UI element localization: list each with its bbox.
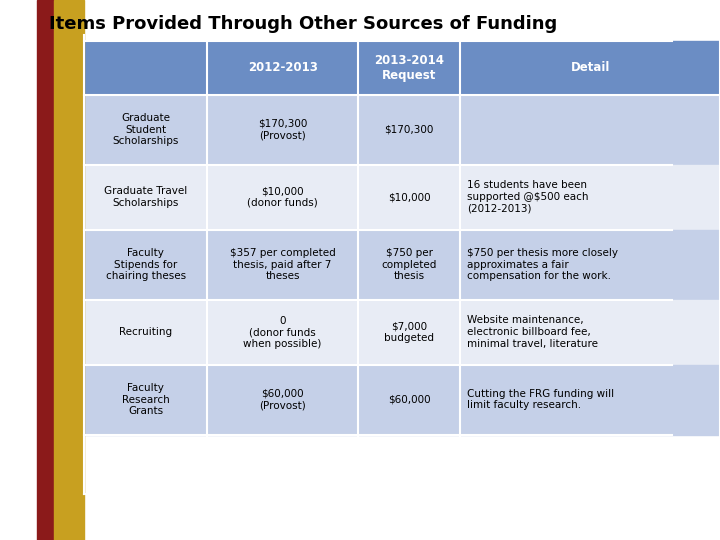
Bar <box>84 40 207 94</box>
Bar <box>460 364 720 435</box>
Text: $750 per thesis more closely
approximates a fair
compensation for the work.: $750 per thesis more closely approximate… <box>467 248 618 281</box>
Bar <box>207 300 358 365</box>
Bar <box>460 230 720 300</box>
Bar <box>358 230 460 300</box>
Bar <box>358 364 460 435</box>
Bar <box>460 165 720 230</box>
Text: $170,300: $170,300 <box>384 125 433 134</box>
Text: Detail: Detail <box>570 61 610 74</box>
Bar <box>358 40 460 94</box>
Bar <box>84 364 207 435</box>
Text: $750 per
completed
thesis: $750 per completed thesis <box>382 248 437 281</box>
Bar <box>84 300 207 365</box>
Text: Faculty
Research
Grants: Faculty Research Grants <box>122 383 170 416</box>
Bar <box>84 94 207 165</box>
Text: Faculty
Stipends for
chairing theses: Faculty Stipends for chairing theses <box>106 248 186 281</box>
Text: Website maintenance,
electronic billboard fee,
minimal travel, literature: Website maintenance, electronic billboar… <box>467 315 598 349</box>
Bar <box>358 94 460 165</box>
Bar <box>358 300 460 365</box>
Bar <box>460 300 720 365</box>
Text: 0
(donor funds
when possible): 0 (donor funds when possible) <box>243 315 322 349</box>
Text: Graduate
Student
Scholarships: Graduate Student Scholarships <box>112 113 179 146</box>
Bar <box>84 230 207 300</box>
Bar <box>207 230 358 300</box>
Bar <box>358 165 460 230</box>
Text: Cutting the FRG funding will
limit faculty research.: Cutting the FRG funding will limit facul… <box>467 389 614 410</box>
Text: $10,000
(donor funds): $10,000 (donor funds) <box>247 186 318 208</box>
Text: Items Provided Through Other Sources of Funding: Items Provided Through Other Sources of … <box>49 15 557 33</box>
Text: 16 students have been
supported @$500 each
(2012-2013): 16 students have been supported @$500 ea… <box>467 180 589 214</box>
Text: $60,000: $60,000 <box>387 395 431 404</box>
Text: $60,000
(Provost): $60,000 (Provost) <box>259 389 306 410</box>
Bar <box>37 0 53 540</box>
Bar <box>207 364 358 435</box>
Text: $170,300
(Provost): $170,300 (Provost) <box>258 119 307 140</box>
Bar <box>207 40 358 94</box>
Bar <box>207 165 358 230</box>
Text: $7,000
budgeted: $7,000 budgeted <box>384 321 434 343</box>
Text: $357 per completed
thesis, paid after 7
theses: $357 per completed thesis, paid after 7 … <box>230 248 336 281</box>
Text: Graduate Travel
Scholarships: Graduate Travel Scholarships <box>104 186 187 208</box>
Bar <box>207 94 358 165</box>
Text: 2013-2014
Request: 2013-2014 Request <box>374 53 444 82</box>
Bar <box>84 165 207 230</box>
Bar <box>53 0 84 540</box>
Text: $10,000: $10,000 <box>387 192 431 202</box>
Text: 2012-2013: 2012-2013 <box>248 61 318 74</box>
Bar <box>460 40 720 94</box>
Bar <box>460 94 720 165</box>
Text: Recruiting: Recruiting <box>120 327 172 337</box>
